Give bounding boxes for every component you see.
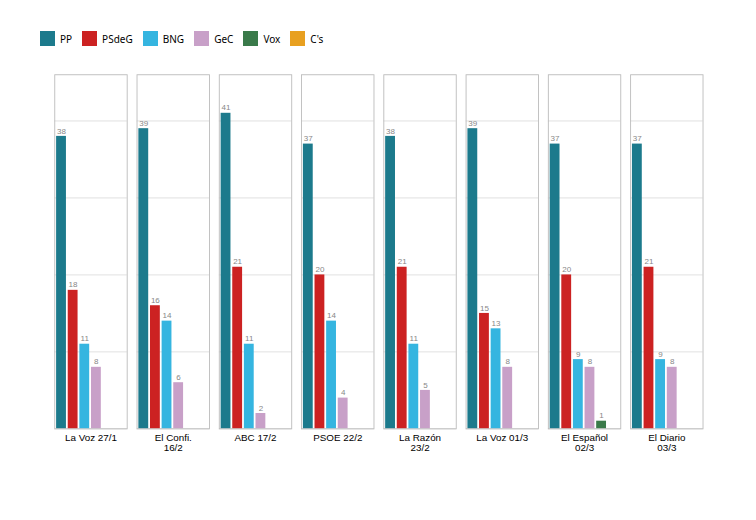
svg-text:21: 21 [233, 257, 242, 266]
svg-text:PSOE 22/2: PSOE 22/2 [313, 432, 362, 443]
svg-text:21: 21 [398, 257, 407, 266]
svg-text:El Confi.16/2: El Confi.16/2 [155, 432, 192, 453]
svg-text:8: 8 [588, 357, 593, 366]
svg-text:El Diario03/3: El Diario03/3 [648, 432, 686, 453]
svg-text:14: 14 [163, 311, 172, 320]
svg-text:11: 11 [81, 334, 90, 343]
svg-text:1: 1 [599, 411, 604, 420]
svg-text:11: 11 [410, 334, 419, 343]
svg-text:8: 8 [670, 357, 675, 366]
svg-text:6: 6 [176, 373, 181, 382]
html-text:C's: C's [310, 31, 324, 46]
svg-text:37: 37 [633, 134, 642, 143]
svg-text:4: 4 [341, 388, 346, 397]
svg-text:20: 20 [562, 265, 571, 274]
svg-text:8: 8 [94, 357, 99, 366]
html-text:BNG: BNG [162, 31, 185, 46]
svg-text:8: 8 [505, 357, 510, 366]
svg-text:La Voz 27/1: La Voz 27/1 [65, 432, 117, 443]
svg-text:37: 37 [304, 134, 313, 143]
svg-text:21: 21 [644, 257, 653, 266]
svg-text:38: 38 [386, 127, 395, 136]
svg-text:41: 41 [222, 103, 231, 112]
svg-text:La Voz 01/3: La Voz 01/3 [476, 432, 528, 443]
svg-text:9: 9 [658, 350, 663, 359]
svg-text:15: 15 [480, 304, 489, 313]
svg-text:39: 39 [468, 119, 477, 128]
svg-text:La Razón23/2: La Razón23/2 [399, 432, 441, 453]
svg-text:El Español02/3: El Español02/3 [561, 432, 608, 453]
svg-text:39: 39 [139, 119, 148, 128]
html-text:GeC: GeC [214, 31, 234, 46]
svg-text:9: 9 [576, 350, 581, 359]
svg-text:ABC 17/2: ABC 17/2 [234, 432, 276, 443]
svg-text:20: 20 [315, 265, 324, 274]
svg-text:11: 11 [245, 334, 254, 343]
svg-text:37: 37 [551, 134, 560, 143]
html-text:PSdeG: PSdeG [102, 31, 133, 46]
svg-text:2: 2 [259, 404, 264, 413]
svg-text:5: 5 [423, 381, 428, 390]
svg-text:16: 16 [151, 296, 160, 305]
html-text:Vox: Vox [263, 31, 281, 46]
svg-text:18: 18 [69, 280, 78, 289]
svg-text:14: 14 [327, 311, 336, 320]
svg-text:38: 38 [57, 127, 66, 136]
svg-text:13: 13 [492, 319, 501, 328]
html-text:PP: PP [60, 31, 73, 46]
